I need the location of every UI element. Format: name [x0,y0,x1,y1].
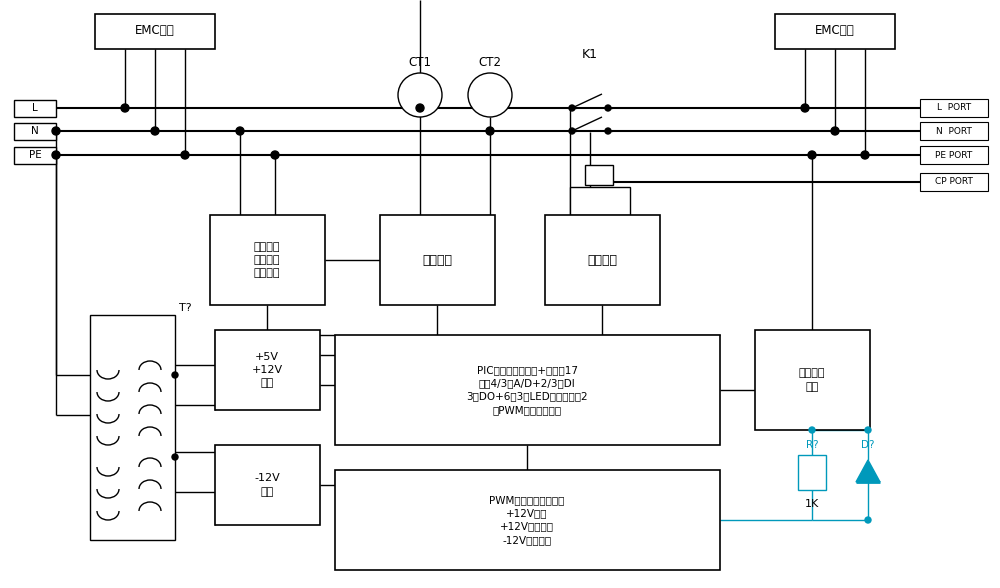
Bar [585,165,613,185]
Text: D?: D? [861,440,875,450]
Text: CT2: CT2 [479,56,502,69]
Text: CT1: CT1 [409,56,432,69]
Text: L  PORT: L PORT [937,103,971,112]
Bar [775,14,895,49]
Circle shape [569,128,575,134]
Bar [335,335,720,445]
Bar [215,330,320,410]
Circle shape [809,427,815,433]
Circle shape [605,105,611,111]
Bar [920,99,988,117]
Circle shape [151,127,159,135]
Text: T?: T? [179,303,191,313]
Text: PE PORT: PE PORT [935,151,973,159]
Bar [215,445,320,525]
Text: PIC控制单元（输入+输出共17
路）4/3路A/D+2/3路DI
3路DO+6路3个LED双色灯控制2
路PWM脉冲输出控制: PIC控制单元（输入+输出共17 路）4/3路A/D+2/3路DI 3路DO+6… [466,365,588,415]
Bar [755,330,870,430]
Text: CP PORT: CP PORT [935,178,973,186]
Circle shape [865,517,871,523]
Bar [335,470,720,570]
Bar [14,100,56,117]
Text: EMC防护: EMC防护 [135,25,175,38]
Text: K1: K1 [582,48,598,62]
Circle shape [486,127,494,135]
Bar [798,455,826,490]
Text: 1K: 1K [805,499,819,509]
Text: L: L [32,103,38,113]
Text: +5V
+12V
电源: +5V +12V 电源 [251,352,283,388]
Text: R?: R? [806,440,818,450]
Text: PWM防抱死区控制电路
+12V电平
+12V脉冲形成
-12V脉冲形成: PWM防抱死区控制电路 +12V电平 +12V脉冲形成 -12V脉冲形成 [489,495,565,545]
Bar [95,14,215,49]
Circle shape [831,127,839,135]
Circle shape [271,151,279,159]
Circle shape [605,128,611,134]
Bar [920,173,988,191]
Circle shape [52,127,60,135]
Bar [570,187,630,215]
Text: N: N [31,126,39,136]
Circle shape [398,73,442,117]
Circle shape [172,454,178,460]
Circle shape [172,372,178,378]
Text: 功率驱动: 功率驱动 [587,253,617,266]
Circle shape [52,151,60,159]
Text: 信号调理: 信号调理 [422,253,452,266]
Circle shape [468,73,512,117]
Bar [14,123,56,140]
Circle shape [808,151,816,159]
Text: -12V
电源: -12V 电源 [254,473,280,497]
Bar [920,122,988,140]
Polygon shape [856,460,880,482]
Bar [14,147,56,164]
Text: 接地检测
火零错相
漏电自检: 接地检测 火零错相 漏电自检 [254,242,280,278]
Circle shape [181,151,189,159]
Circle shape [569,105,575,111]
Circle shape [121,104,129,112]
Circle shape [865,427,871,433]
Text: 采样电平
变换: 采样电平 变换 [799,369,825,392]
Bar [920,146,988,164]
Bar [545,215,660,305]
Text: N  PORT: N PORT [936,126,972,135]
Circle shape [861,151,869,159]
Circle shape [236,127,244,135]
Circle shape [416,104,424,112]
Circle shape [801,104,809,112]
Text: EMC防护: EMC防护 [815,25,855,38]
Bar [90,315,175,540]
Bar [380,215,495,305]
Text: PE: PE [29,150,41,160]
Bar [210,215,325,305]
